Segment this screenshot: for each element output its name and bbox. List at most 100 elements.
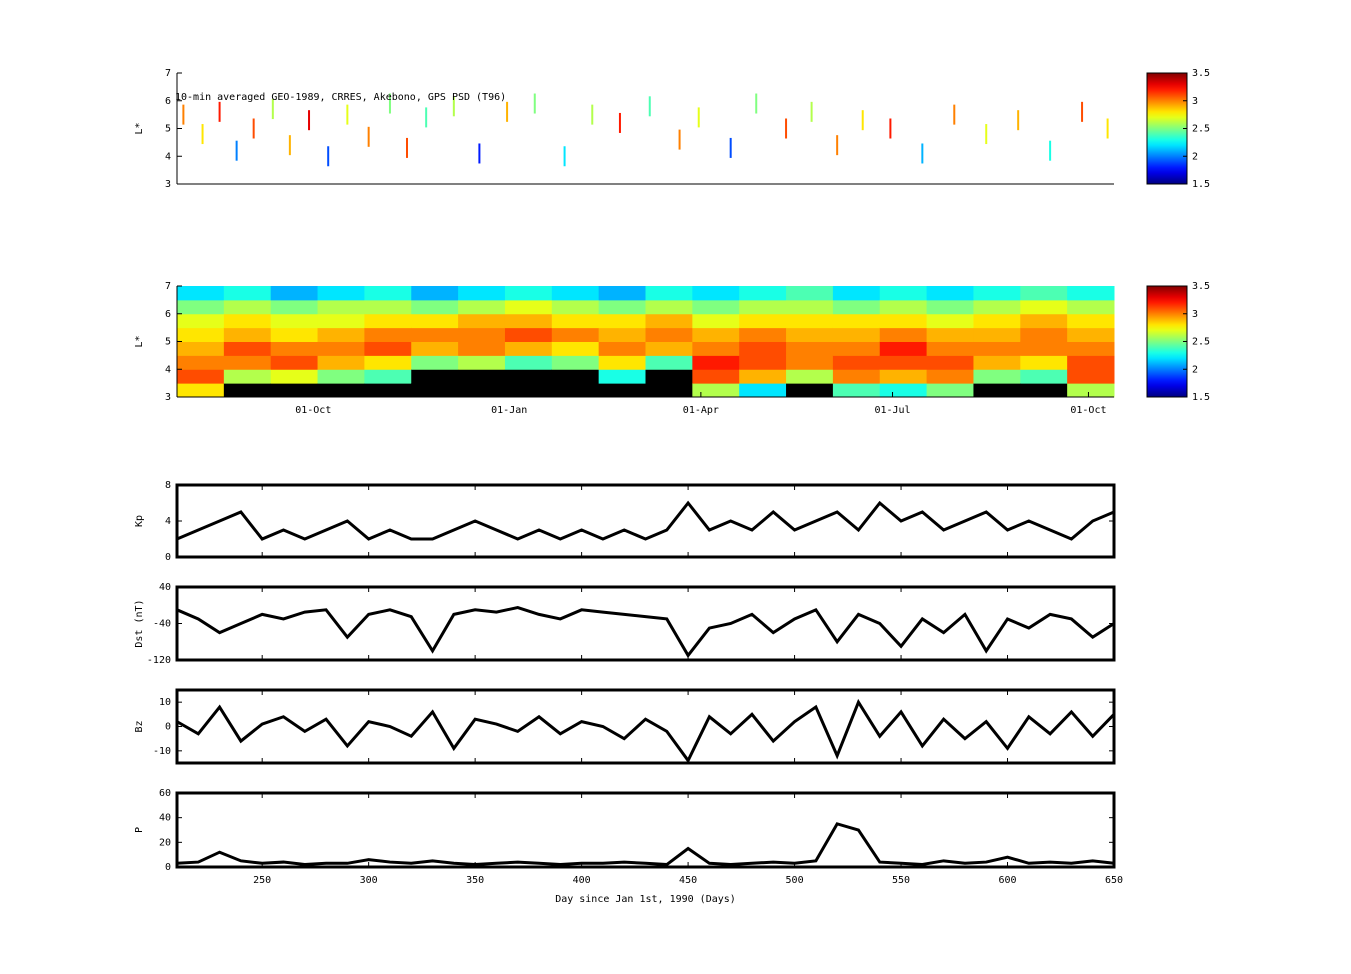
- y-tick-label: 8: [165, 480, 171, 491]
- heatmap-cell: [832, 369, 881, 384]
- heatmap-cell: [317, 355, 365, 370]
- y-tick-label: 4: [165, 364, 171, 375]
- heatmap-cell: [786, 383, 834, 398]
- heatmap-cell: [223, 313, 272, 329]
- colorbar-tick-label: 3.5: [1192, 281, 1210, 292]
- panel: -10 0 10 Bz: [134, 688, 1116, 765]
- y-tick-label: 6: [165, 96, 171, 107]
- heatmap-cell: [926, 369, 974, 384]
- heatmap-cell: [973, 327, 1021, 342]
- panel-frame: [175, 791, 1116, 869]
- heatmap-cell: [504, 286, 553, 301]
- heatmap-cell: [786, 355, 834, 370]
- x-axis-label: Day since Jan 1st, 1990 (Days): [555, 894, 736, 905]
- heatmap-cell: [504, 369, 553, 384]
- heatmap-cell: [1067, 369, 1115, 384]
- heatmap-cell: [645, 383, 693, 398]
- heatmap-cell: [317, 341, 365, 356]
- heatmap-cell: [551, 341, 600, 356]
- x-tick-label: 350: [466, 875, 484, 886]
- heatmap-cell: [411, 313, 459, 329]
- heatmap-cell: [739, 383, 787, 398]
- heatmap-cell: [598, 355, 646, 370]
- heatmap-cell: [973, 286, 1021, 301]
- heatmap-cell: [551, 383, 600, 398]
- heatmap-cell: [551, 299, 600, 315]
- colorbar-tick-label: 3: [1192, 96, 1198, 107]
- heatmap-cell: [879, 383, 928, 398]
- heatmap-cell: [504, 313, 553, 329]
- heatmap-cell: [411, 299, 459, 315]
- heatmap-cell: [786, 286, 834, 301]
- heatmap-cell: [973, 313, 1021, 329]
- heatmap-cell: [551, 327, 600, 342]
- heatmap-cell: [223, 327, 272, 342]
- colorbar: [1146, 72, 1188, 185]
- heatmap-cell: [270, 369, 319, 384]
- heatmap-cell: [504, 299, 553, 315]
- heatmap-cell: [739, 369, 787, 384]
- heatmap-cell: [832, 383, 881, 398]
- heatmap-cell: [739, 341, 787, 356]
- heatmap-cell: [411, 369, 459, 384]
- heatmap-cell: [458, 299, 506, 315]
- heatmap-cell: [504, 355, 553, 370]
- heatmap-cell: [598, 383, 646, 398]
- heatmap-cell: [832, 299, 881, 315]
- heatmap-cell: [1067, 313, 1115, 329]
- y-axis-label: Bz: [134, 720, 145, 732]
- heatmap-cell: [270, 341, 319, 356]
- heatmap-cell: [832, 341, 881, 356]
- heatmap-cell: [786, 369, 834, 384]
- heatmap-cell: [645, 299, 693, 315]
- heatmap-cell: [832, 313, 881, 329]
- heatmap-cell: [317, 313, 365, 329]
- series-line: [176, 698, 1116, 764]
- y-tick-label: 40: [159, 813, 171, 824]
- heatmap-cell: [411, 327, 459, 342]
- heatmap-cell: [598, 369, 646, 384]
- y-tick-label: 3: [165, 179, 171, 190]
- heatmap-cell: [270, 355, 319, 370]
- panel: 10-min averaged GEO-1989, CRRES, Akebono…: [134, 68, 1210, 190]
- heatmap-cell: [270, 383, 319, 398]
- heatmap-cell: [317, 369, 365, 384]
- heatmap-cell: [926, 313, 974, 329]
- heatmap-cell: [177, 327, 225, 342]
- x-tick-label: 250: [253, 875, 271, 886]
- x-tick-label: 01-Jul: [874, 405, 910, 416]
- x-tick-label: 500: [786, 875, 804, 886]
- y-tick-label: -120: [147, 655, 171, 666]
- heatmap-cell: [223, 355, 272, 370]
- heatmap-cell: [692, 313, 740, 329]
- x-tick-label: 550: [892, 875, 910, 886]
- heatmap-cell: [1067, 286, 1115, 301]
- y-tick-label: 40: [159, 582, 171, 593]
- heatmap-cell: [551, 286, 600, 301]
- heatmap-cell: [1020, 313, 1068, 329]
- y-tick-label: 6: [165, 309, 171, 320]
- x-tick-label: 01-Oct: [295, 405, 331, 416]
- heatmap-cell: [1020, 341, 1068, 356]
- y-tick-label: 0: [165, 552, 171, 563]
- heatmap-cell: [1020, 299, 1068, 315]
- heatmap-cell: [177, 383, 225, 398]
- heatmap-cell: [317, 383, 365, 398]
- heatmap-cell: [879, 286, 928, 301]
- heatmap-cell: [926, 341, 974, 356]
- heatmap-cell: [692, 327, 740, 342]
- y-tick-label: -40: [153, 619, 171, 630]
- panel-frame: [175, 688, 1116, 765]
- colorbar-tick-label: 1.5: [1192, 179, 1210, 190]
- heatmap-cell: [177, 341, 225, 356]
- heatmap-cell: [973, 341, 1021, 356]
- y-axis-label: L*: [134, 335, 145, 347]
- heatmap-cell: [926, 327, 974, 342]
- heatmap-cell: [223, 383, 272, 398]
- heatmap-cell: [692, 383, 740, 398]
- heatmap-cell: [270, 299, 319, 315]
- x-tick-label: 01-Apr: [683, 405, 719, 416]
- heatmap-cell: [692, 286, 740, 301]
- heatmap-cell: [411, 286, 459, 301]
- heatmap-cell: [973, 355, 1021, 370]
